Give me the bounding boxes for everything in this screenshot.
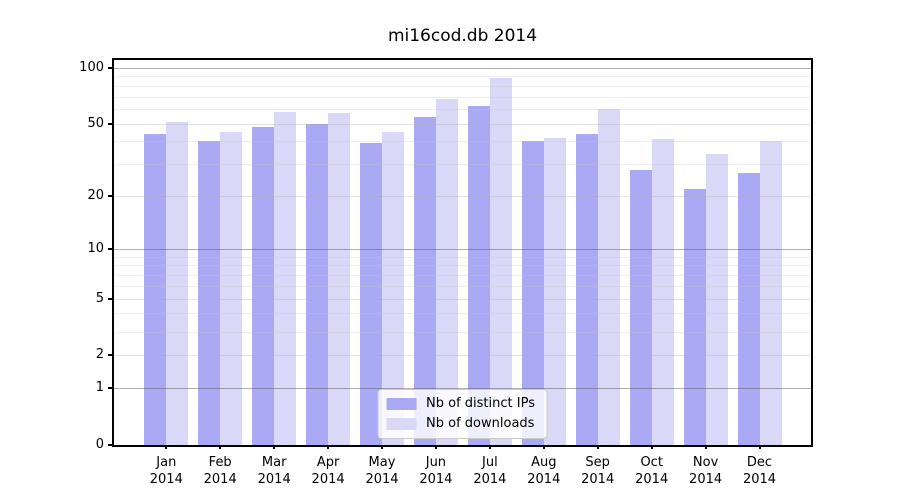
x-tick-sep xyxy=(596,445,599,449)
bar-sep-downloads xyxy=(597,108,620,445)
y-tick-0 xyxy=(108,444,112,446)
gridline-2 xyxy=(114,355,811,357)
gridline-minor-9 xyxy=(114,256,811,258)
bar-jun-downloads xyxy=(435,98,458,445)
y-tick-20 xyxy=(108,195,112,198)
legend: Nb of distinct IPs Nb of downloads xyxy=(377,389,548,439)
bar-aug-distinct-ips xyxy=(521,141,544,445)
x-label-jun: Jun 2014 xyxy=(419,455,453,487)
gridline-minor-40 xyxy=(114,141,811,143)
x-tick-feb xyxy=(219,445,222,449)
bar-nov-downloads xyxy=(705,154,728,445)
gridline-minor-70 xyxy=(114,96,811,98)
y-tick-label-10: 10 xyxy=(87,241,104,256)
x-tick-mar xyxy=(273,445,276,449)
bar-jan-distinct-ips xyxy=(144,133,167,445)
y-tick-2 xyxy=(108,354,112,357)
gridline-decade-100 xyxy=(114,67,811,69)
bar-apr-downloads xyxy=(328,113,351,445)
legend-swatch-downloads xyxy=(386,417,417,430)
bar-jun-distinct-ips xyxy=(413,117,436,445)
x-label-jan: Jan 2014 xyxy=(149,455,183,487)
legend-label-downloads: Nb of downloads xyxy=(426,416,535,431)
bar-mar-downloads xyxy=(274,111,297,445)
x-label-nov: Nov 2014 xyxy=(689,455,723,487)
gridline-minor-7 xyxy=(114,275,811,276)
gridline-decade-10 xyxy=(114,249,811,250)
y-tick-5 xyxy=(108,297,112,300)
y-tick-100 xyxy=(108,66,112,69)
bar-nov-distinct-ips xyxy=(683,188,706,445)
x-label-may: May 2014 xyxy=(365,455,399,487)
bar-feb-downloads xyxy=(220,132,243,445)
y-tick-label-0: 0 xyxy=(95,437,104,452)
y-tick-50 xyxy=(108,122,112,125)
x-tick-may xyxy=(381,445,383,449)
x-label-mar: Mar 2014 xyxy=(257,455,291,487)
y-tick-label-1: 1 xyxy=(95,380,104,396)
x-tick-dec xyxy=(758,445,761,449)
gridline-decade-1 xyxy=(114,388,811,390)
bar-aug-downloads xyxy=(543,137,566,445)
gridline-minor-8 xyxy=(114,265,811,267)
gridline-minor-6 xyxy=(114,285,811,287)
x-tick-oct xyxy=(650,445,653,449)
bar-dec-distinct-ips xyxy=(737,172,760,445)
chart-title: mi16cod.db 2014 xyxy=(387,26,538,46)
x-tick-jan xyxy=(165,445,168,449)
plot-area: Nb of distinct IPs Nb of downloads Jan 2… xyxy=(79,58,813,487)
x-tick-apr xyxy=(327,445,330,449)
gridline-20 xyxy=(114,196,811,198)
bar-mar-distinct-ips xyxy=(252,126,275,445)
x-label-aug: Aug 2014 xyxy=(527,455,561,487)
legend-entry-downloads: Nb of downloads xyxy=(386,416,535,431)
x-tick-aug xyxy=(542,445,545,449)
gridline-minor-30 xyxy=(114,164,811,166)
x-label-dec: Dec 2014 xyxy=(742,455,777,487)
x-label-jul: Jul 2014 xyxy=(473,455,507,487)
y-tick-label-20: 20 xyxy=(87,188,104,204)
y-tick-label-2: 2 xyxy=(95,347,104,363)
gridline-minor-4 xyxy=(114,313,811,315)
y-tick-label-5: 5 xyxy=(95,290,104,306)
gridline-minor-3 xyxy=(114,331,811,333)
legend-entry-distinct-ips: Nb of distinct IPs xyxy=(386,396,535,411)
x-tick-jul xyxy=(488,445,491,449)
x-label-sep: Sep 2014 xyxy=(581,455,615,487)
gridline-5 xyxy=(114,298,811,300)
bar-dec-downloads xyxy=(759,141,782,445)
y-tick-1 xyxy=(108,387,112,390)
x-label-oct: Oct 2014 xyxy=(635,455,669,487)
legend-label-distinct-ips: Nb of distinct IPs xyxy=(426,396,535,411)
x-label-feb: Feb 2014 xyxy=(203,455,237,487)
gridline-50 xyxy=(114,123,811,125)
x-tick-jun xyxy=(434,445,437,449)
bar-may-distinct-ips xyxy=(360,143,383,445)
y-tick-label-50: 50 xyxy=(87,115,104,131)
gridline-minor-60 xyxy=(114,108,811,110)
y-tick-label-100: 100 xyxy=(79,59,104,75)
x-label-apr: Apr 2014 xyxy=(311,455,345,487)
bar-may-downloads xyxy=(382,132,405,445)
gridline-minor-80 xyxy=(114,85,811,87)
bar-sep-distinct-ips xyxy=(575,133,598,445)
bar-jan-downloads xyxy=(166,122,189,445)
y-tick-10 xyxy=(108,248,112,250)
bar-feb-distinct-ips xyxy=(198,141,221,445)
bar-oct-downloads xyxy=(651,139,674,445)
bar-jul-distinct-ips xyxy=(467,106,490,445)
bar-oct-distinct-ips xyxy=(629,169,652,445)
gridline-minor-90 xyxy=(114,76,811,78)
bar-apr-distinct-ips xyxy=(306,123,329,445)
bar-jul-downloads xyxy=(489,78,512,445)
x-tick-nov xyxy=(704,445,707,449)
legend-swatch-distinct-ips xyxy=(386,397,417,410)
